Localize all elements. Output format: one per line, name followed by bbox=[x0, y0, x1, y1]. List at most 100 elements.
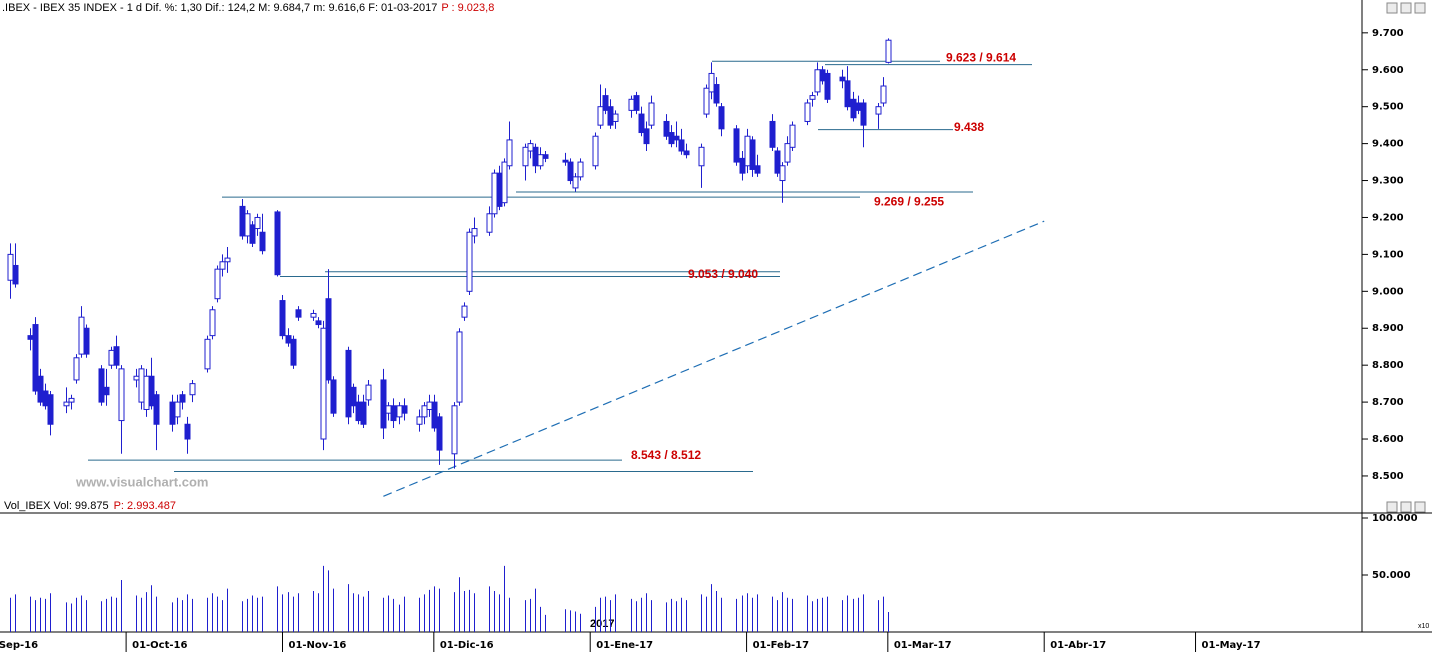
level-label: 8.543 / 8.512 bbox=[631, 448, 701, 462]
candle-body bbox=[421, 405, 428, 418]
candle-body bbox=[562, 159, 569, 163]
candle-body bbox=[774, 150, 781, 174]
maximize-button[interactable] bbox=[1400, 2, 1412, 14]
candle-body bbox=[42, 390, 49, 407]
candle-body bbox=[875, 106, 882, 115]
candle-body bbox=[844, 80, 851, 108]
candle-body bbox=[612, 113, 619, 122]
x-tick-label: 01-Sep-16 bbox=[0, 640, 38, 651]
maximize-button[interactable] bbox=[1400, 501, 1412, 513]
candle-body bbox=[98, 368, 105, 403]
candle-body bbox=[506, 139, 513, 167]
candle-body bbox=[663, 120, 670, 137]
level-label: 9.438 bbox=[954, 120, 984, 134]
candle-body bbox=[63, 401, 70, 407]
candle-body bbox=[814, 69, 821, 93]
candle-body bbox=[360, 401, 367, 425]
candle-body bbox=[789, 124, 796, 148]
candle-body bbox=[244, 213, 251, 237]
watermark: www.visualchart.com bbox=[75, 474, 208, 489]
candle-body bbox=[839, 76, 846, 82]
candle-body bbox=[37, 375, 44, 403]
scale-note: x10 bbox=[1418, 623, 1429, 630]
candle-body bbox=[718, 106, 725, 130]
candle-body bbox=[739, 157, 746, 174]
window-buttons[interactable] bbox=[1386, 2, 1426, 513]
y-tick-label: 8.600 bbox=[1372, 434, 1404, 445]
candle-body bbox=[744, 135, 751, 167]
candle-body bbox=[749, 139, 756, 170]
candle-body bbox=[47, 394, 54, 425]
candle-body bbox=[607, 106, 614, 126]
minimize-button[interactable] bbox=[1386, 501, 1398, 513]
y-tick-label: 9.200 bbox=[1372, 212, 1404, 223]
candle-body bbox=[315, 320, 322, 326]
candle-body bbox=[108, 349, 115, 366]
level-label: 9.053 / 9.040 bbox=[688, 267, 758, 281]
candle-body bbox=[12, 264, 19, 285]
level-label: 9.623 / 9.614 bbox=[946, 50, 1016, 64]
candle-body bbox=[259, 231, 266, 252]
x-tick-label: 01-Abr-17 bbox=[1050, 640, 1106, 651]
candle-body bbox=[365, 384, 372, 401]
volume-subtitle: P: 2.993.487 bbox=[114, 500, 176, 512]
y-tick-label: 8.800 bbox=[1372, 360, 1404, 371]
candle-body bbox=[330, 379, 337, 414]
minimize-button[interactable] bbox=[1386, 2, 1398, 14]
candle-body bbox=[855, 102, 862, 111]
candle-body bbox=[471, 228, 478, 237]
candle-body bbox=[678, 139, 685, 152]
candle-body bbox=[703, 87, 710, 115]
candle-body bbox=[73, 357, 80, 381]
candle-body bbox=[451, 405, 458, 455]
candle-body bbox=[542, 154, 549, 159]
candle-body bbox=[491, 172, 498, 215]
x-tick-label: 01-Ene-17 bbox=[596, 640, 653, 651]
candle-body bbox=[179, 394, 186, 403]
candle-body bbox=[572, 176, 579, 189]
candle-body bbox=[7, 253, 14, 281]
candle-body bbox=[638, 113, 645, 134]
candle-body bbox=[390, 405, 397, 422]
level-label: 9.269 / 9.255 bbox=[874, 194, 944, 208]
candle-body bbox=[350, 386, 357, 407]
y-tick-label: 9.400 bbox=[1372, 139, 1404, 150]
candle-body bbox=[522, 146, 529, 167]
candle-body bbox=[633, 95, 640, 111]
candle-body bbox=[68, 397, 75, 403]
candle-body bbox=[567, 161, 574, 182]
candle-body bbox=[290, 338, 297, 366]
candle-body bbox=[355, 401, 362, 422]
candle-body bbox=[819, 69, 826, 82]
candle-body bbox=[153, 394, 160, 425]
candle-body bbox=[527, 143, 534, 152]
candle-body bbox=[769, 120, 776, 148]
x-tick-label: 01-Dic-16 bbox=[440, 640, 494, 651]
candle-body bbox=[602, 95, 609, 111]
candle-body bbox=[824, 72, 831, 100]
candle-body bbox=[103, 386, 110, 396]
close-button[interactable] bbox=[1414, 501, 1426, 513]
x-tick-label: 01-Feb-17 bbox=[753, 640, 810, 651]
candle-body bbox=[401, 405, 408, 414]
candle-body bbox=[138, 368, 145, 403]
close-button[interactable] bbox=[1414, 2, 1426, 14]
candle-body bbox=[577, 161, 584, 178]
y-tick-label: 8.700 bbox=[1372, 397, 1404, 408]
candle-body bbox=[239, 205, 246, 237]
y-tick-label: 9.300 bbox=[1372, 176, 1404, 187]
candle-body bbox=[224, 257, 231, 263]
candle-body bbox=[885, 39, 892, 63]
candle-body bbox=[486, 213, 493, 233]
candle-body bbox=[466, 231, 473, 292]
candle-body bbox=[496, 172, 503, 207]
x-tick-label: 01-Nov-16 bbox=[288, 640, 346, 651]
candle-body bbox=[597, 106, 604, 126]
candle-body bbox=[733, 128, 740, 163]
candle-body bbox=[345, 349, 352, 418]
candle-body bbox=[426, 401, 433, 410]
candle-body bbox=[380, 379, 387, 429]
candle-body bbox=[113, 346, 120, 366]
